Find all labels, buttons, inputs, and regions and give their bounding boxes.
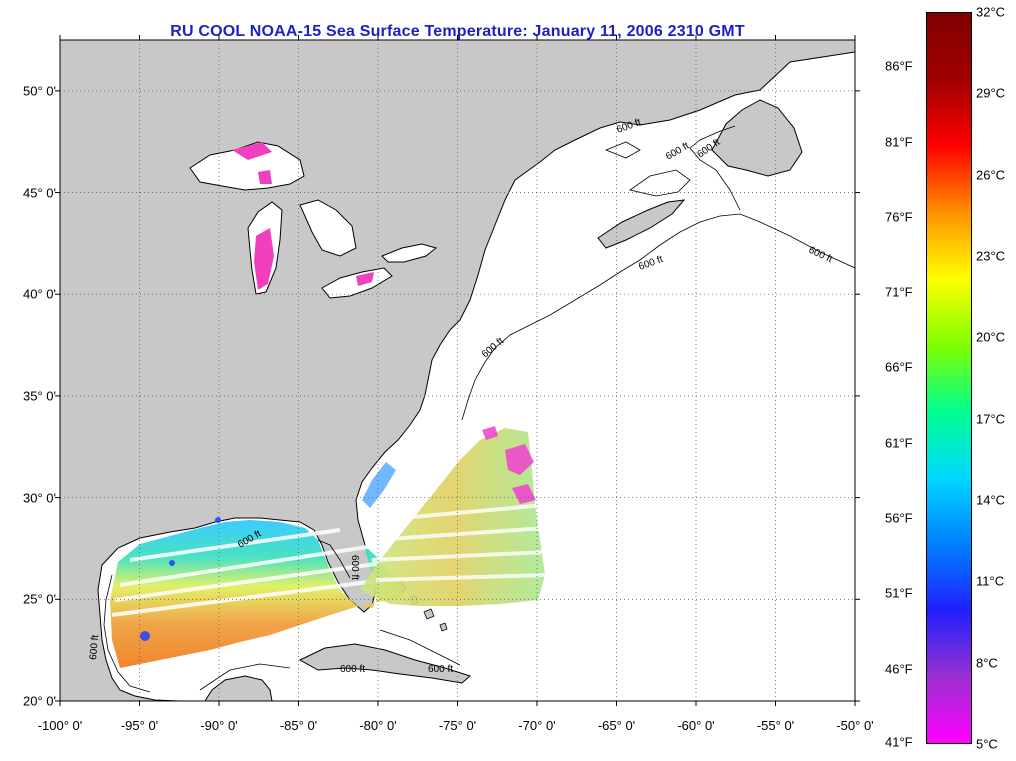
fahrenheit-label: 71°F: [885, 284, 913, 300]
fahrenheit-label: 41°F: [885, 734, 913, 750]
longitude-label: -55° 0': [756, 718, 795, 733]
gulf-sst-swath: [110, 520, 405, 668]
north-america-land: [60, 40, 855, 701]
longitude-label: -80° 0': [359, 718, 397, 733]
fahrenheit-label: 51°F: [885, 585, 913, 601]
temperature-colorbar: [926, 12, 972, 744]
lake-sst-patches: [232, 142, 374, 290]
longitude-label: -65° 0': [597, 718, 636, 733]
nova-scotia-land: [597, 199, 686, 249]
gulf-cold-spots: [140, 517, 221, 641]
lat-lon-grid: [60, 40, 855, 701]
great-lakes: [189, 141, 438, 299]
isobath-label: 600 ft: [349, 555, 360, 580]
celsius-label: 23°C: [976, 248, 1006, 264]
newfoundland-land: [711, 99, 803, 177]
longitude-label: -100° 0': [37, 718, 83, 733]
carolina-coastal-band: [362, 462, 396, 508]
celsius-label: 20°C: [976, 329, 1006, 345]
fahrenheit-label: 76°F: [885, 209, 913, 225]
celsius-label: 14°C: [976, 492, 1006, 508]
atlantic-cloud-streaks: [371, 503, 549, 582]
atlantic-sst-swath: [360, 428, 545, 606]
fahrenheit-label: 56°F: [885, 510, 913, 526]
longitude-label: -95° 0': [120, 718, 159, 733]
fahrenheit-label: 81°F: [885, 134, 913, 150]
celsius-label: 32°C: [976, 4, 1006, 20]
latitude-label: 25° 0': [23, 591, 56, 607]
latitude-label: 50° 0': [23, 83, 56, 99]
atlantic-cold-patches: [482, 426, 536, 504]
isobath-label: 600 ft: [88, 634, 101, 660]
celsius-label: 17°C: [976, 411, 1006, 427]
celsius-label: 5°C: [976, 736, 998, 752]
gulf-cloud-streaks: [111, 528, 401, 617]
longitude-label: -75° 0': [438, 718, 477, 733]
axis-ticks: [55, 35, 860, 706]
isobath-label: 600 ft: [340, 664, 365, 675]
longitude-label: -50° 0': [836, 718, 874, 733]
longitude-label: -90° 0': [200, 718, 238, 733]
latitude-label: 20° 0': [23, 693, 56, 709]
fahrenheit-label: 66°F: [885, 359, 913, 375]
yucatan-land: [204, 675, 273, 701]
celsius-label: 29°C: [976, 85, 1006, 101]
map-title: RU COOL NOAA-15 Sea Surface Temperature:…: [170, 23, 745, 40]
celsius-label: 8°C: [976, 655, 998, 671]
latitude-label: 35° 0': [23, 388, 56, 404]
longitude-label: -70° 0': [518, 718, 556, 733]
latitude-label: 45° 0': [23, 185, 56, 201]
isobath-contours: [103, 125, 855, 693]
isobath-label: 600 ft: [428, 664, 453, 675]
fahrenheit-label: 86°F: [885, 58, 913, 74]
fahrenheit-label: 46°F: [885, 661, 913, 677]
latitude-label: 30° 0': [23, 490, 56, 506]
cuba-land: [298, 643, 471, 684]
latitude-label: 40° 0': [23, 286, 56, 302]
longitude-label: -60° 0': [677, 718, 715, 733]
coastal-waters: [604, 141, 691, 197]
fahrenheit-label: 61°F: [885, 435, 913, 451]
longitude-label: -85° 0': [279, 718, 318, 733]
celsius-label: 11°C: [976, 573, 1005, 589]
celsius-label: 26°C: [976, 167, 1006, 183]
